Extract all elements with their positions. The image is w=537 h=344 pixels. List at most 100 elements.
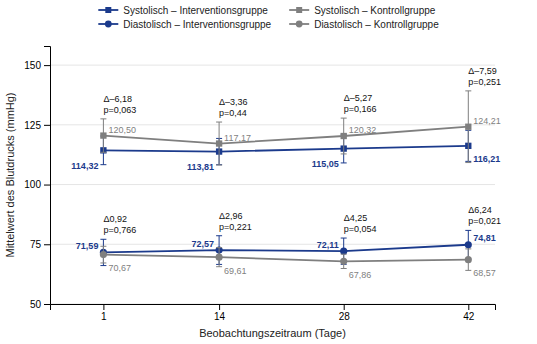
legend-item: Diastolisch – Interventionsgruppe	[98, 19, 271, 30]
data-label: 120,50	[108, 125, 136, 135]
error-bar	[100, 246, 106, 263]
error-bar	[341, 254, 347, 268]
data-label: 72,57	[192, 239, 215, 249]
legend-marker	[105, 7, 111, 13]
annotation-line: p=0,063	[103, 105, 136, 115]
tick-mark	[44, 125, 50, 126]
marker	[100, 132, 106, 138]
legend-item: Systolisch – Interventionsgruppe	[98, 5, 268, 16]
data-label: 72,11	[317, 240, 339, 250]
tick-label: 125	[24, 120, 41, 131]
marks	[100, 91, 472, 271]
annotations: Δ–6,18p=0,063Δ–3,36p=0,44Δ–5,27p=0,166Δ–…	[103, 66, 501, 235]
data-label: 67,86	[349, 270, 372, 280]
legend-label: Systolisch – Interventionsgruppe	[123, 5, 268, 16]
series	[100, 91, 471, 165]
data-label: 114,32	[71, 161, 98, 171]
series	[100, 246, 472, 270]
annotation-line: p=0,221	[219, 222, 252, 232]
annotation: Δ–3,36p=0,44	[219, 97, 248, 118]
error-bar	[216, 248, 222, 267]
annotation: Δ–5,27p=0,166	[344, 93, 377, 114]
data-label: 115,05	[312, 159, 339, 169]
tick-mark	[44, 65, 50, 66]
grid-line	[50, 184, 495, 185]
annotation-line: Δ0,92	[103, 214, 127, 224]
annotation: Δ0,92p=0,766	[103, 214, 136, 235]
legend-marker	[296, 21, 303, 28]
data-label: 120,32	[349, 125, 377, 135]
data-label: 117,17	[224, 133, 251, 143]
error-bar	[465, 91, 471, 163]
tick-mark	[44, 304, 50, 305]
y-axis: 50 75 100 125 150	[24, 47, 50, 310]
x-axis-title: Beobachtungszeitraum (Tage)	[199, 327, 346, 339]
annotation: Δ2,96p=0,221	[219, 211, 252, 232]
annotation-line: Δ4,25	[344, 213, 368, 223]
tick: 1	[101, 304, 107, 322]
plot: 1 14 28 42 50 75 100 125 150 Beobachtungszeitraum…	[4, 47, 501, 340]
annotation-line: Δ–6,18	[103, 94, 132, 104]
data-label: 113,81	[187, 162, 214, 172]
annotation-line: p=0,44	[219, 108, 247, 118]
error-bar	[465, 249, 471, 271]
marker	[100, 251, 107, 258]
tick-label: 42	[463, 311, 475, 322]
legend-label: Diastolisch – Kontrollgruppe	[314, 19, 439, 30]
tick-label: 100	[24, 179, 41, 190]
line	[103, 255, 468, 262]
tick-mark	[344, 304, 345, 310]
annotation-line: p=0,251	[468, 77, 501, 87]
annotation-line: p=0,021	[468, 216, 501, 226]
tick-mark	[103, 304, 104, 310]
legend-item: Systolisch – Kontrollgruppe	[289, 5, 436, 16]
error-bar	[341, 118, 347, 154]
tick-label: 28	[339, 311, 351, 322]
annotation-line: Δ–3,36	[219, 97, 248, 107]
y-axis-title: Mittelwert des Blutdrucks (mmHg)	[4, 92, 16, 257]
marker	[465, 241, 472, 248]
tick-label: 75	[30, 239, 42, 250]
line	[103, 127, 468, 144]
tick: 125	[24, 120, 50, 131]
marker	[465, 256, 472, 263]
tick-label: 1	[101, 311, 107, 322]
data-label: 124,21	[473, 116, 501, 126]
data-label: 116,21	[473, 154, 500, 164]
annotation: Δ4,25p=0,054	[344, 213, 377, 234]
tick: 150	[24, 60, 50, 71]
marker	[341, 133, 347, 139]
line	[103, 245, 468, 253]
tick-label: 150	[24, 60, 41, 71]
tick: 42	[463, 304, 475, 322]
tick: 75	[30, 239, 50, 250]
error-bar	[100, 119, 106, 152]
tick: 100	[24, 179, 50, 190]
tick-label: 50	[30, 299, 42, 310]
series	[100, 130, 471, 164]
annotation: Δ6,24p=0,021	[468, 205, 501, 226]
legend-label: Diastolisch – Interventionsgruppe	[123, 19, 271, 30]
annotation-line: Δ6,24	[468, 205, 492, 215]
tick-mark	[44, 244, 50, 245]
tick: 14	[214, 304, 226, 322]
annotation-line: Δ–5,27	[344, 93, 373, 103]
data-label: 70,67	[108, 263, 131, 273]
tick: 28	[339, 304, 351, 322]
annotation-line: p=0,166	[344, 104, 377, 114]
error-bar	[100, 239, 106, 265]
data-label: 74,81	[473, 233, 496, 243]
data-label: 71,59	[76, 241, 99, 251]
tick-mark	[44, 185, 50, 186]
series	[100, 230, 472, 265]
legend: Systolisch – Interventionsgruppe Systolis…	[98, 5, 439, 30]
marker	[465, 124, 471, 130]
grid	[50, 65, 495, 304]
chart: 1 14 28 42 50 75 100 125 150 Beobachtungszeitraum…	[0, 0, 537, 344]
annotation: Δ–7,59p=0,251	[468, 66, 501, 87]
x-axis: 1 14 28 42	[51, 304, 496, 322]
annotation-line: Δ–7,59	[468, 66, 497, 76]
annotation-line: Δ2,96	[219, 211, 243, 221]
marker	[216, 140, 222, 146]
axis-line	[51, 305, 496, 311]
